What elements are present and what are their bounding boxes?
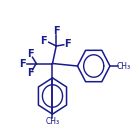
Text: CH₃: CH₃ <box>45 117 60 126</box>
Text: F: F <box>53 26 60 36</box>
Text: F: F <box>27 48 33 58</box>
Text: F: F <box>27 68 33 79</box>
Text: F: F <box>64 38 71 48</box>
Text: F: F <box>19 58 26 68</box>
Text: F: F <box>40 36 47 46</box>
Text: CH₃: CH₃ <box>117 62 131 71</box>
